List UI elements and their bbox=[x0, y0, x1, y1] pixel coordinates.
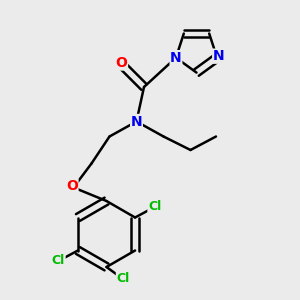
Text: N: N bbox=[170, 51, 182, 65]
Text: N: N bbox=[213, 49, 224, 63]
Text: N: N bbox=[131, 115, 142, 128]
Text: Cl: Cl bbox=[52, 254, 65, 268]
Text: Cl: Cl bbox=[116, 272, 130, 286]
Text: O: O bbox=[66, 179, 78, 193]
Text: O: O bbox=[116, 56, 128, 70]
Text: Cl: Cl bbox=[148, 200, 161, 214]
